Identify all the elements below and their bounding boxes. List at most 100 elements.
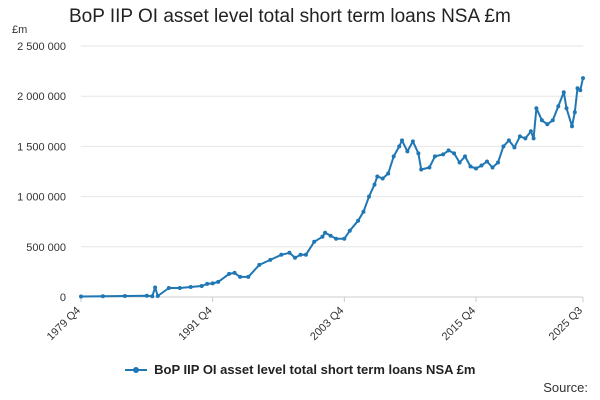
y-tick-label: 0 — [60, 292, 66, 304]
data-point — [238, 274, 243, 279]
legend[interactable]: BoP IIP OI asset level total short term … — [0, 362, 600, 377]
data-point — [506, 138, 511, 143]
data-point — [122, 294, 127, 298]
data-point — [375, 174, 380, 179]
data-point — [227, 271, 232, 276]
data-point — [528, 129, 533, 134]
data-point — [328, 233, 333, 238]
data-point — [150, 294, 155, 299]
data-point — [556, 104, 561, 109]
data-point — [144, 293, 149, 298]
data-point — [416, 151, 421, 156]
legend-swatch-icon — [124, 366, 147, 373]
data-point — [216, 279, 221, 284]
data-point — [550, 118, 555, 123]
data-point — [427, 165, 432, 170]
data-point — [531, 136, 536, 141]
data-point — [356, 218, 361, 223]
data-point — [386, 171, 391, 176]
data-point — [441, 152, 446, 157]
data-point — [463, 154, 467, 159]
data-point — [372, 182, 377, 187]
data-point — [155, 294, 160, 298]
data-point — [474, 166, 478, 171]
data-point — [347, 228, 352, 233]
data-point — [575, 86, 580, 91]
data-point — [100, 294, 105, 299]
series-line — [80, 77, 584, 298]
data-point — [468, 164, 473, 169]
data-point — [405, 149, 410, 154]
data-point — [457, 160, 462, 165]
data-point — [257, 262, 262, 267]
data-point — [279, 252, 284, 257]
data-point — [410, 139, 415, 144]
data-point — [334, 236, 339, 241]
data-point — [298, 252, 303, 257]
data-point — [496, 160, 500, 165]
data-point — [188, 285, 193, 289]
y-tick-label: 2 500 000 — [17, 41, 66, 53]
data-point — [342, 236, 347, 241]
data-point — [517, 134, 522, 139]
y-tick-label: 1 000 000 — [17, 192, 66, 204]
gridlines — [81, 45, 583, 298]
data-point — [380, 176, 385, 181]
data-point — [581, 76, 585, 81]
data-point — [177, 286, 182, 290]
data-point — [199, 284, 204, 288]
data-point — [268, 257, 273, 262]
data-point — [578, 88, 583, 93]
data-point — [479, 163, 484, 168]
y-tick-label: 2 000 000 — [17, 91, 66, 103]
data-point — [232, 270, 237, 275]
data-point — [391, 154, 396, 159]
data-point — [303, 252, 308, 257]
data-point — [400, 138, 404, 143]
data-point — [166, 286, 171, 290]
data-point — [490, 165, 495, 170]
data-point — [446, 148, 451, 153]
data-series — [79, 76, 585, 299]
x-tick-label: 2003 Q4 — [308, 305, 346, 343]
data-point — [572, 110, 577, 115]
data-point — [512, 145, 517, 150]
data-point — [561, 90, 566, 95]
data-point — [397, 144, 402, 149]
data-point — [539, 118, 544, 123]
data-point — [367, 194, 371, 199]
y-axis-unit-label: £m — [12, 24, 28, 36]
y-axis: 0 500 000 1 000 000 1 500 000 2 000 000 2 500… — [17, 41, 66, 304]
data-point — [312, 239, 317, 244]
data-point — [501, 144, 506, 149]
data-point — [534, 106, 539, 111]
data-point — [452, 151, 457, 156]
x-tick-label: 2015 Q4 — [440, 305, 478, 343]
legend-item-label: BoP IIP OI asset level total short term … — [154, 362, 476, 377]
data-point — [323, 230, 328, 235]
data-point — [419, 167, 424, 172]
x-tick-label: 2025 Q3 — [547, 305, 585, 343]
x-axis: 1979 Q4 1991 Q4 2003 Q4 2015 Q4 2025 Q3 — [45, 296, 585, 343]
data-point — [432, 154, 437, 159]
data-point — [210, 281, 215, 286]
data-point — [79, 294, 83, 299]
data-point — [246, 274, 251, 279]
data-point — [523, 136, 528, 141]
chart-title: BoP IIP OI asset level total short term … — [69, 6, 511, 27]
data-point — [545, 122, 550, 127]
x-tick-label: 1991 Q4 — [176, 305, 214, 343]
data-point — [485, 159, 489, 164]
x-tick-label: 1979 Q4 — [45, 305, 83, 343]
data-point — [361, 209, 366, 214]
data-point — [153, 285, 158, 290]
y-tick-label: 1 500 000 — [17, 141, 66, 153]
source-label: Source: — [543, 380, 588, 395]
y-tick-label: 500 000 — [26, 242, 66, 254]
data-point — [287, 250, 292, 255]
data-point — [293, 255, 297, 260]
data-point — [564, 106, 569, 111]
data-point — [570, 124, 574, 129]
data-point — [205, 281, 210, 286]
